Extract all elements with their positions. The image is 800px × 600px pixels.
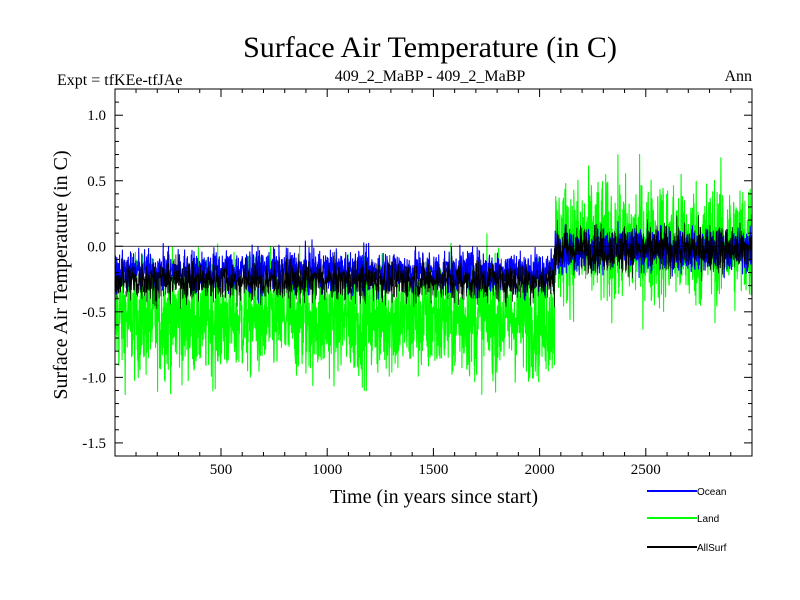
y-tick-label: -1.0 [82, 370, 106, 386]
chart-title: Surface Air Temperature (in C) [243, 31, 617, 64]
y-tick-label: 0.0 [87, 239, 106, 255]
x-tick-label: 1500 [418, 462, 448, 478]
legend-label-allsurf: AllSurf [697, 543, 727, 554]
legend: Ocean Land AllSurf [647, 487, 727, 554]
legend-label-land: Land [697, 514, 719, 525]
y-tick-label: 1.0 [87, 108, 106, 124]
y-tick-label: -0.5 [82, 305, 106, 321]
legend-label-ocean: Ocean [697, 487, 726, 498]
y-tick-label: -1.5 [82, 436, 106, 452]
subtitle-center: 409_2_MaBP - 409_2_MaBP [335, 68, 526, 85]
plot-area: 500 1000 1500 2000 2500 1.0 0.5 0.0 -0.5 -1.0 -1.5 [82, 88, 753, 478]
series-line-allsurf [114, 215, 753, 309]
x-tick-label: 2000 [525, 462, 555, 478]
y-tick-label: 0.5 [87, 174, 106, 190]
y-axis-label: Surface Air Temperature (in C) [50, 150, 72, 399]
series-line-land [114, 153, 753, 396]
subtitle-left: Expt = tfKEe-tfJAe [57, 72, 182, 89]
x-axis-label: Time (in years since start) [330, 486, 538, 508]
subtitle-right: Ann [724, 68, 752, 85]
x-tick-label: 2500 [631, 462, 661, 478]
x-tick-label: 1000 [312, 462, 342, 478]
x-tick-label: 500 [210, 462, 233, 478]
